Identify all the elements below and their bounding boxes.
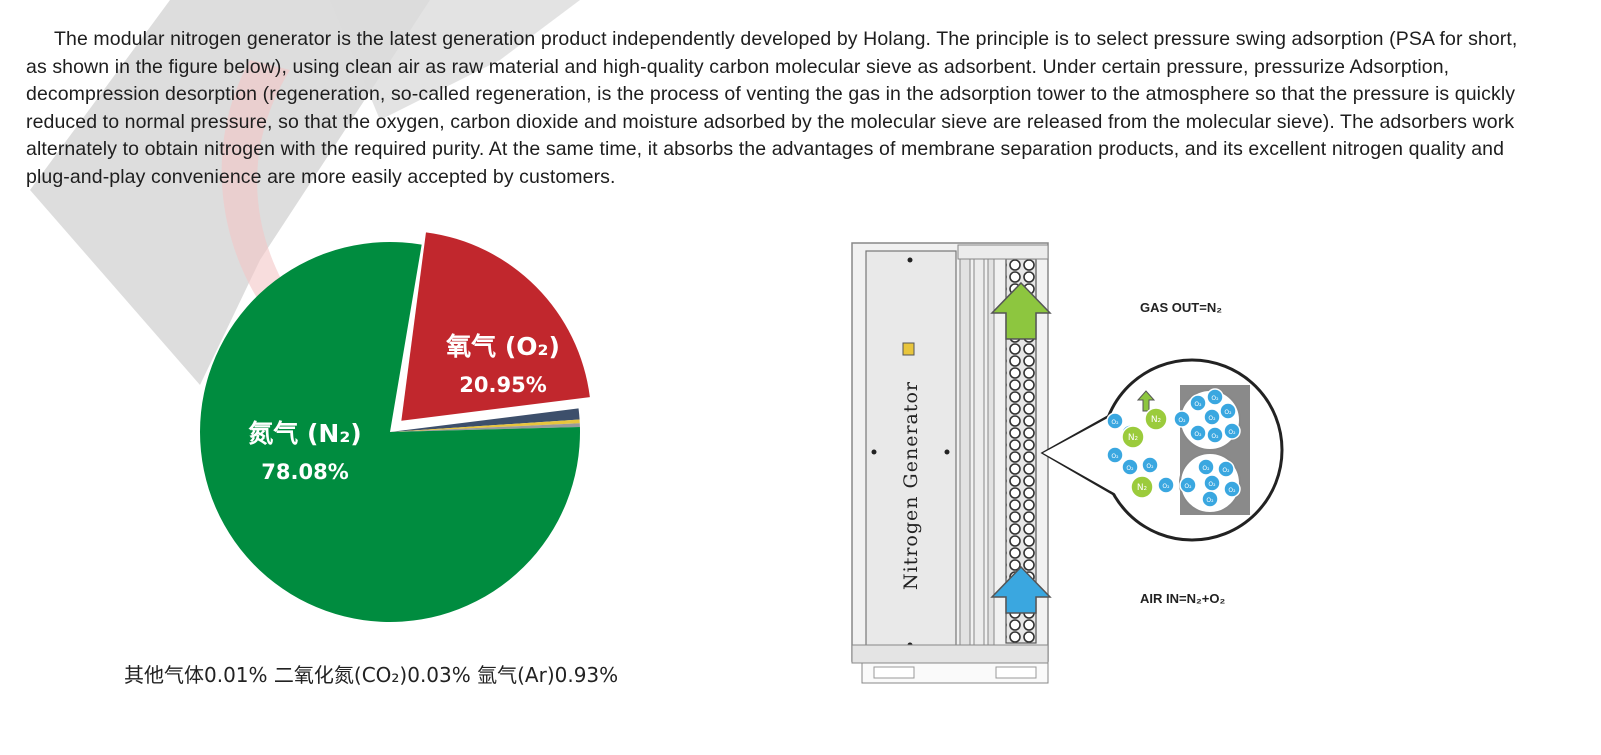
o2-molecule-label: O₂ [1111,419,1119,426]
o2-molecule-label: O₂ [1222,467,1230,474]
o2-molecule-label: O₂ [1228,487,1236,494]
nitrogen-generator-diagram: Nitrogen Generator O₂ O₂ O₂ O₂ O₂ O₂ O₂ O₂ O₂ O₂ O… [851,242,1284,684]
o2-molecule-label: O₂ [1162,483,1170,490]
o2-label: 氧气 (O₂) [445,332,560,361]
n2-value: 78.08% [261,460,348,484]
o2-molecule [1203,408,1221,426]
o2-molecule-label: O₂ [1146,463,1154,470]
n2-release-arrow-icon [1136,390,1156,412]
co2-slice [390,419,580,432]
o2-molecule [1217,460,1235,478]
o2-molecule-label: O₂ [1111,453,1119,460]
o2-molecule [1223,480,1241,498]
o2-molecule [1219,402,1237,420]
o2-molecule-label: O₂ [1194,431,1202,438]
n2-molecule-label: N₂ [1151,415,1162,425]
air-composition-pie-chart: 氮气 (N₂) 78.08% 氧气 (O₂) 20.95% [200,232,590,623]
o2-molecule [1223,422,1241,440]
o2-molecule [1106,412,1124,430]
n2-molecule [1130,475,1154,499]
device-label: Nitrogen Generator [900,381,922,590]
n2-label: 氮气 (N₂) [248,419,361,448]
o2-molecule-label: O₂ [1208,481,1216,488]
o2-molecule [1179,476,1197,494]
gas-out-label: GAS OUT=N₂ [1140,300,1222,315]
warning-label-icon [902,342,915,356]
o2-molecule [1206,426,1224,444]
o2-molecule-label: O₂ [1194,401,1202,408]
n2-molecule [1121,425,1145,449]
o2-slice [401,232,590,421]
o2-molecule [1201,490,1219,508]
o2-molecule-label: O₂ [1211,395,1219,402]
o2-molecule-label: O₂ [1208,415,1216,422]
air-in-label: AIR IN=N₂+O₂ [1140,591,1226,606]
background-watermark [30,0,580,385]
o2-molecule [1206,388,1224,406]
o2-molecule-label: O₂ [1211,433,1219,440]
o2-molecule [1157,476,1175,494]
ar-slice [390,408,580,432]
n2-slice [200,242,580,623]
o2-molecule [1173,410,1191,428]
o2-value: 20.95% [459,373,546,397]
o2-molecule [1197,458,1215,476]
o2-molecule-label: O₂ [1126,465,1134,472]
o2-molecule-label: O₂ [1224,409,1232,416]
gas-out-arrow-icon [990,281,1052,340]
o2-molecule [1189,394,1207,412]
n2-molecule [1144,407,1168,431]
n2-molecule-label: N₂ [1128,433,1139,443]
o2-molecule-label: O₂ [1206,497,1214,504]
o2-molecule [1121,458,1139,476]
o2-molecule-label: O₂ [1184,483,1192,490]
o2-molecule-label: O₂ [1202,465,1210,472]
minor-gases-legend: 其他气体0.01% 二氧化氮(CO₂)0.03% 氩气(Ar)0.93% [124,663,619,687]
o2-molecule-label: O₂ [1228,429,1236,436]
n2-molecule-label: N₂ [1137,483,1148,493]
o2-molecule [1106,446,1124,464]
o2-molecule [1141,456,1159,474]
o2-molecule [1189,424,1207,442]
intro-paragraph: The modular nitrogen generator is the la… [26,28,1518,188]
other-slice [390,423,580,432]
o2-molecule-label: O₂ [1178,417,1186,424]
air-in-arrow-icon [990,565,1052,614]
